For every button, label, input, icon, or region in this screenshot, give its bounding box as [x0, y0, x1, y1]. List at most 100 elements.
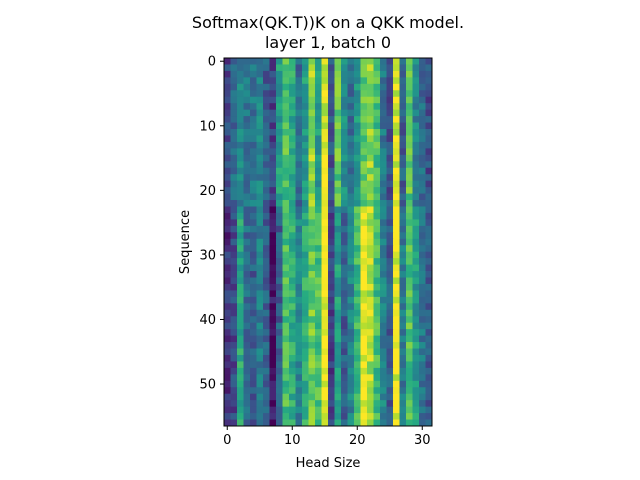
heatmap-cell — [256, 83, 264, 91]
heatmap-cell — [302, 232, 309, 240]
heatmap-cell — [347, 122, 355, 130]
heatmap-cell — [282, 206, 290, 214]
heatmap-cell — [380, 129, 387, 136]
heatmap-cell — [406, 264, 413, 272]
heatmap-cell — [243, 96, 251, 104]
heatmap-cell — [341, 193, 348, 201]
heatmap-cell — [399, 335, 407, 343]
heatmap-cell — [328, 187, 335, 194]
heatmap-cell — [399, 316, 407, 324]
heatmap-cell — [419, 148, 426, 156]
heatmap-cell — [321, 322, 329, 330]
heatmap-cell — [380, 174, 387, 182]
heatmap-cell — [263, 167, 270, 175]
heatmap-cell — [380, 187, 387, 194]
heatmap-cell — [386, 70, 394, 78]
heatmap-cell — [406, 283, 413, 291]
heatmap-cell — [289, 180, 296, 188]
heatmap-cell — [289, 135, 296, 143]
heatmap-cell — [393, 413, 400, 420]
heatmap-cell — [243, 329, 251, 337]
heatmap-cell — [328, 77, 335, 85]
heatmap-cell — [230, 290, 238, 298]
heatmap-cell — [276, 148, 283, 156]
heatmap-cell — [256, 277, 264, 285]
heatmap-cell — [282, 135, 290, 143]
heatmap-cell — [276, 225, 283, 233]
heatmap-cell — [289, 322, 296, 330]
heatmap-cell — [250, 245, 257, 253]
heatmap-cell — [276, 329, 283, 337]
heatmap-cell — [269, 90, 277, 98]
heatmap-cell — [373, 103, 381, 111]
heatmap-cell — [425, 374, 433, 382]
heatmap-cell — [237, 187, 244, 194]
x-tick-label: 30 — [414, 433, 431, 448]
heatmap-cell — [399, 70, 407, 78]
heatmap-cell — [276, 90, 283, 98]
heatmap-cell — [360, 258, 368, 265]
heatmap-cell — [256, 348, 264, 356]
heatmap-cell — [256, 200, 264, 207]
heatmap-cell — [224, 387, 231, 395]
heatmap-cell — [328, 367, 335, 375]
heatmap-cell — [224, 348, 231, 356]
heatmap-cell — [380, 154, 387, 162]
heatmap-cell — [282, 406, 290, 414]
heatmap-cell — [243, 174, 251, 182]
heatmap-cell — [380, 109, 387, 117]
heatmap-cell — [373, 342, 381, 349]
heatmap-cell — [224, 296, 231, 304]
heatmap-cell — [393, 225, 400, 233]
heatmap-cell — [237, 354, 244, 362]
heatmap-cell — [380, 77, 387, 85]
heatmap-cell — [347, 413, 355, 420]
heatmap-cell — [354, 367, 361, 375]
heatmap-cell — [328, 290, 335, 298]
heatmap-cell — [399, 135, 407, 143]
heatmap-cell — [334, 322, 342, 330]
x-tick-label: 20 — [349, 433, 366, 448]
heatmap-cell — [302, 83, 309, 91]
heatmap-cell — [360, 245, 368, 253]
heatmap-cell — [412, 122, 420, 130]
heatmap-cell — [360, 342, 368, 349]
heatmap-cell — [367, 58, 374, 65]
heatmap-cell — [289, 174, 296, 182]
heatmap-cell — [334, 277, 342, 285]
heatmap-cell — [302, 303, 309, 311]
heatmap-cell — [419, 193, 426, 201]
heatmap-cell — [263, 58, 270, 65]
heatmap-cell — [354, 290, 361, 298]
heatmap-cell — [334, 354, 342, 362]
heatmap-cell — [224, 238, 231, 246]
heatmap-cell — [334, 251, 342, 259]
heatmap-cell — [412, 96, 420, 104]
y-tick-label: 10 — [199, 119, 216, 134]
heatmap-cell — [419, 406, 426, 414]
heatmap-cell — [237, 361, 244, 369]
heatmap-cell — [380, 264, 387, 272]
heatmap-cell — [295, 380, 303, 388]
heatmap-cell — [347, 245, 355, 253]
heatmap-cell — [321, 154, 329, 162]
heatmap-cell — [224, 335, 231, 343]
heatmap-cell — [237, 419, 244, 427]
heatmap-cell — [282, 154, 290, 162]
heatmap-cell — [302, 103, 309, 111]
heatmap-cell — [230, 419, 238, 427]
heatmap-cell — [334, 90, 342, 98]
heatmap-cell — [263, 154, 270, 162]
heatmap-cell — [412, 212, 420, 220]
heatmap-cell — [224, 58, 231, 65]
heatmap-cell — [406, 335, 413, 343]
heatmap-cell — [425, 303, 433, 311]
heatmap-cell — [308, 245, 316, 253]
heatmap-cell — [321, 361, 329, 369]
heatmap-cell — [243, 354, 251, 362]
heatmap-cell — [250, 283, 257, 291]
heatmap-cell — [237, 167, 244, 175]
heatmap-cell — [334, 154, 342, 162]
heatmap-cell — [347, 374, 355, 382]
heatmap-cell — [347, 238, 355, 246]
